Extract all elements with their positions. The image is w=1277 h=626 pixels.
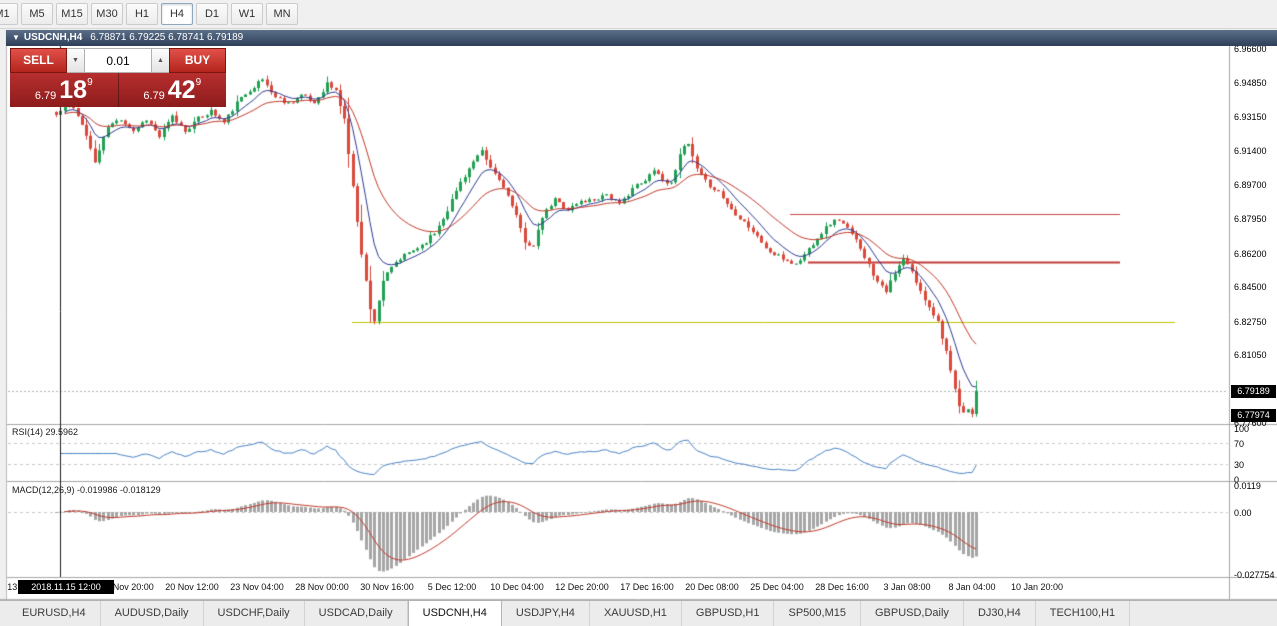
timeframe-toolbar: M1M5M15M30H1H4D1W1MN xyxy=(0,0,1277,29)
chart-tab-usdcnh-h4[interactable]: USDCNH,H4 xyxy=(407,601,502,626)
chart-tab-bar: EURUSD,H4 AUDUSD,Daily USDCHF,Daily USDCAD,… xyxy=(0,600,1277,626)
bid-price-prefix: 6.79 xyxy=(34,90,57,102)
lot-size-input[interactable] xyxy=(84,48,152,73)
chart-tab-xauusd-h1[interactable]: XAUUSD,H1 xyxy=(590,601,682,626)
rsi-indicator-label: RSI(14) 29.5962 xyxy=(12,427,79,437)
chart-tab-gbpusd-daily[interactable]: GBPUSD,Daily xyxy=(861,601,964,626)
bid-quote-button[interactable]: 6.79 18 9 xyxy=(10,73,118,107)
trade-panel-quotes: 6.79 18 9 6.79 42 9 xyxy=(10,73,226,107)
macd-indicator-label: MACD(12,26,9) -0.019986 -0.018129 xyxy=(12,485,161,495)
bid-price-big: 18 xyxy=(59,75,88,104)
chevron-down-icon: ▼ xyxy=(72,57,79,64)
timeframe-button-h1[interactable]: H1 xyxy=(126,3,158,25)
chart-tab-audusd-daily[interactable]: AUDUSD,Daily xyxy=(101,601,204,626)
chart-tab-usdcad-daily[interactable]: USDCAD,Daily xyxy=(305,601,408,626)
chart-ohlc-values: 6.78871 6.79225 6.78741 6.79189 xyxy=(90,32,244,43)
ask-price-prefix: 6.79 xyxy=(143,90,165,102)
bid-price-sup: 9 xyxy=(87,77,93,88)
ask-price-sup: 9 xyxy=(195,77,202,88)
lot-dropdown-button[interactable]: ▼ xyxy=(67,48,84,73)
chart-tab-gbpusd-h1[interactable]: GBPUSD,H1 xyxy=(682,601,775,626)
trade-panel-controls: SELL ▼ ▲ BUY xyxy=(10,48,226,73)
chart-title: USDCNH,H4 xyxy=(23,32,83,43)
timeframe-button-m1[interactable]: M1 xyxy=(0,3,18,25)
timeframe-button-m30[interactable]: M30 xyxy=(91,3,123,25)
chart-tab-usdjpy-h4[interactable]: USDJPY,H4 xyxy=(502,601,590,626)
sell-button[interactable]: SELL xyxy=(10,48,67,73)
timeframe-button-h4[interactable]: H4 xyxy=(161,3,193,25)
chart-tab-usdchf-daily[interactable]: USDCHF,Daily xyxy=(204,601,305,626)
timeframe-button-d1[interactable]: D1 xyxy=(196,3,228,25)
lot-increase-button[interactable]: ▲ xyxy=(152,48,169,73)
timeframe-button-m5[interactable]: M5 xyxy=(21,3,53,25)
chart-tab-eurusd-h4[interactable]: EURUSD,H4 xyxy=(8,601,101,626)
buy-button[interactable]: BUY xyxy=(169,48,226,73)
timeframe-button-mn[interactable]: MN xyxy=(266,3,298,25)
quote-divider xyxy=(117,73,119,107)
chevron-up-icon: ▲ xyxy=(157,57,164,64)
chart-tab-dj30-h4[interactable]: DJ30,H4 xyxy=(964,601,1036,626)
timeframe-button-w1[interactable]: W1 xyxy=(231,3,263,25)
chart-menu-icon: ▼ xyxy=(12,33,20,42)
chart-tab-tech100-h1[interactable]: TECH100,H1 xyxy=(1036,601,1131,626)
one-click-trade-panel: SELL ▼ ▲ BUY 6.79 18 9 6.79 42 9 xyxy=(10,48,226,107)
ask-price-big: 42 xyxy=(167,75,196,104)
chart-caption[interactable]: ▼ USDCNH,H4 6.78871 6.79225 6.78741 6.7918… xyxy=(6,30,1277,46)
ask-quote-button[interactable]: 6.79 42 9 xyxy=(119,73,227,107)
chart-tab-sp500-m15[interactable]: SP500,M15 xyxy=(774,601,861,626)
timeframe-button-m15[interactable]: M15 xyxy=(56,3,88,25)
